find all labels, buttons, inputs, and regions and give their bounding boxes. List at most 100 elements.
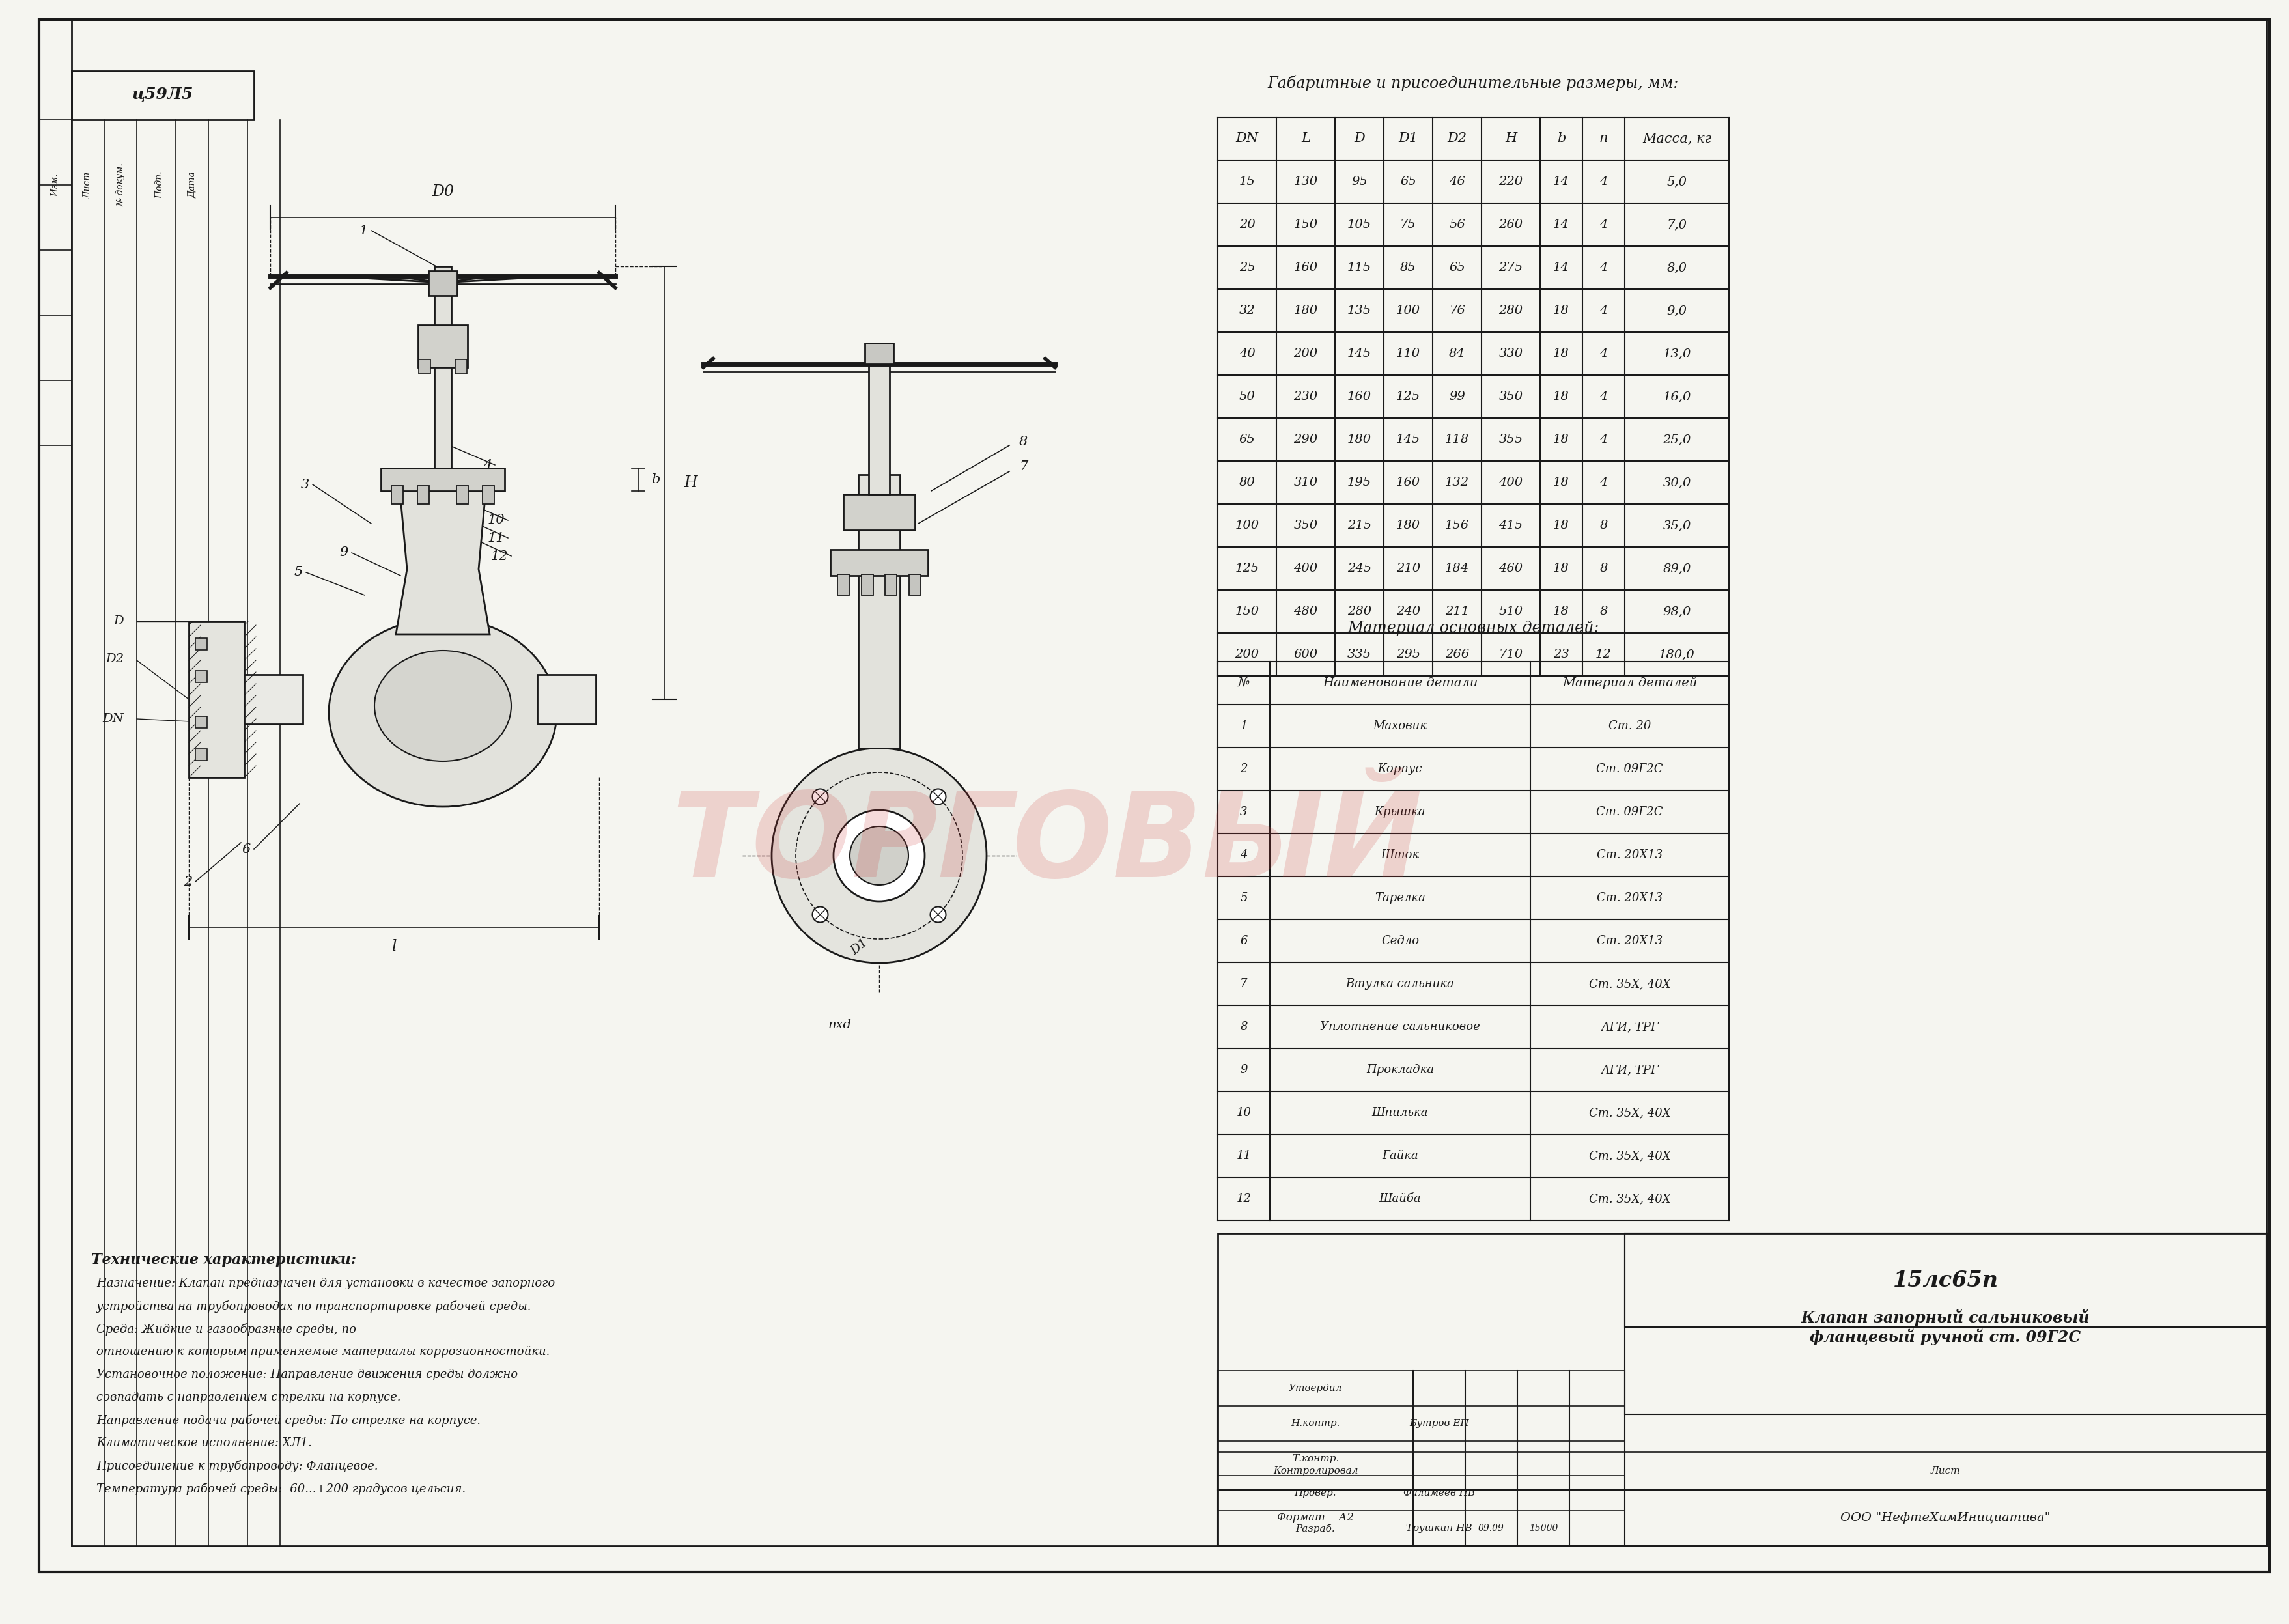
Text: b: b	[1557, 133, 1566, 145]
Text: 8: 8	[1600, 606, 1607, 617]
Text: 4: 4	[1241, 849, 1248, 861]
Text: 4: 4	[1600, 261, 1607, 273]
Bar	[419, 325, 467, 367]
Bar	[842, 494, 916, 529]
Text: 295: 295	[1396, 648, 1421, 661]
Text: 275: 275	[1499, 261, 1522, 273]
Text: 100: 100	[1236, 520, 1259, 531]
Text: Климатическое исполнение: ХЛ1.: Климатическое исполнение: ХЛ1.	[96, 1437, 311, 1449]
Circle shape	[929, 789, 945, 804]
Bar	[858, 474, 900, 749]
Text: 65: 65	[1401, 175, 1417, 187]
Text: Бутров ЕП: Бутров ЕП	[1410, 1419, 1470, 1427]
Text: D0: D0	[433, 184, 453, 200]
Text: Ст. 09Г2С: Ст. 09Г2С	[1595, 806, 1664, 818]
Text: L: L	[1300, 133, 1309, 145]
Text: 25: 25	[1238, 261, 1254, 273]
Text: Т.контр.: Т.контр.	[1291, 1453, 1339, 1463]
Text: 13,0: 13,0	[1662, 348, 1692, 359]
Text: D1: D1	[849, 937, 870, 957]
Bar	[861, 575, 874, 594]
Text: 415: 415	[1499, 520, 1522, 531]
Text: 11: 11	[488, 531, 504, 544]
Text: Ст. 35Х, 40Х: Ст. 35Х, 40Х	[1589, 1194, 1671, 1205]
Text: l: l	[391, 939, 396, 955]
Text: 125: 125	[1396, 391, 1421, 403]
Text: 9,0: 9,0	[1666, 305, 1687, 317]
Text: 4: 4	[1600, 434, 1607, 445]
Text: 220: 220	[1499, 175, 1522, 187]
Text: 211: 211	[1444, 606, 1470, 617]
Text: Ст. 20Х13: Ст. 20Х13	[1598, 892, 1662, 905]
Text: 105: 105	[1348, 219, 1371, 231]
Text: 260: 260	[1499, 219, 1522, 231]
Bar	[838, 575, 849, 594]
Text: 32: 32	[1238, 305, 1254, 317]
Bar	[456, 486, 469, 503]
Text: 23: 23	[1554, 648, 1570, 661]
Text: 56: 56	[1449, 219, 1465, 231]
Text: Лист: Лист	[1930, 1466, 1959, 1476]
Text: 8: 8	[1019, 435, 1028, 448]
Text: 115: 115	[1348, 261, 1371, 273]
Text: Утвердил: Утвердил	[1289, 1384, 1341, 1393]
Text: 145: 145	[1348, 348, 1371, 359]
Text: Контролировал: Контролировал	[1273, 1466, 1357, 1476]
Text: D2: D2	[1447, 133, 1467, 145]
Text: Масса, кг: Масса, кг	[1641, 133, 1712, 145]
Bar	[391, 486, 403, 503]
Text: Втулка сальника: Втулка сальника	[1346, 978, 1454, 989]
Bar	[1218, 1233, 2266, 1546]
Polygon shape	[394, 474, 492, 635]
Text: 98,0: 98,0	[1662, 606, 1692, 617]
Text: 290: 290	[1293, 434, 1318, 445]
Circle shape	[849, 827, 909, 885]
Text: Лист: Лист	[82, 172, 92, 198]
Text: Назначение: Клапан предназначен для установки в качестве запорного: Назначение: Клапан предназначен для уста…	[96, 1278, 554, 1289]
Text: 280: 280	[1499, 305, 1522, 317]
Text: 355: 355	[1499, 434, 1522, 445]
Text: 10: 10	[488, 515, 504, 526]
Text: 46: 46	[1449, 175, 1465, 187]
Text: Ст. 20Х13: Ст. 20Х13	[1598, 935, 1662, 947]
Text: 3: 3	[1241, 806, 1248, 818]
Text: 7: 7	[1019, 460, 1028, 473]
Text: 280: 280	[1348, 606, 1371, 617]
Text: 150: 150	[1293, 219, 1318, 231]
Text: 30,0: 30,0	[1662, 477, 1692, 489]
Text: АГИ, ТРГ: АГИ, ТРГ	[1600, 1021, 1660, 1033]
Text: 85: 85	[1401, 261, 1417, 273]
Text: 14: 14	[1554, 175, 1570, 187]
Text: 18: 18	[1554, 305, 1570, 317]
Text: DN: DN	[1236, 133, 1259, 145]
Text: 100: 100	[1396, 305, 1421, 317]
Text: D: D	[1355, 133, 1364, 145]
Text: 150: 150	[1236, 606, 1259, 617]
Text: 8: 8	[1600, 520, 1607, 531]
Text: 18: 18	[1554, 606, 1570, 617]
Text: 15000: 15000	[1529, 1523, 1559, 1533]
Text: 18: 18	[1554, 520, 1570, 531]
Text: 4: 4	[483, 458, 492, 471]
Circle shape	[929, 906, 945, 922]
Text: Габаритные и присоединительные размеры, мм:: Габаритные и присоединительные размеры, …	[1268, 75, 1678, 91]
Text: ТОРГОВЫЙ: ТОРГОВЫЙ	[671, 788, 1421, 901]
Text: Провер.: Провер.	[1293, 1489, 1337, 1497]
Text: Фалимеев НВ: Фалимеев НВ	[1403, 1489, 1474, 1497]
Text: 460: 460	[1499, 562, 1522, 575]
Text: 135: 135	[1348, 305, 1371, 317]
Text: Прокладка: Прокладка	[1367, 1064, 1433, 1075]
Text: Наименование детали: Наименование детали	[1323, 677, 1479, 689]
Ellipse shape	[330, 619, 556, 807]
Text: 76: 76	[1449, 305, 1465, 317]
Text: Шток: Шток	[1380, 849, 1419, 861]
Text: Материал основных деталей:: Материал основных деталей:	[1348, 620, 1600, 635]
Text: Технические характеристики:: Технические характеристики:	[92, 1252, 357, 1267]
Text: 25,0: 25,0	[1662, 434, 1692, 445]
Text: D1: D1	[1399, 133, 1417, 145]
Text: b: b	[650, 474, 659, 486]
Text: Клапан запорный сальниковый
фланцевый ручной ст. 09Г2С: Клапан запорный сальниковый фланцевый ру…	[1801, 1309, 2090, 1345]
Text: Разраб.: Разраб.	[1296, 1523, 1334, 1533]
Text: Маховик: Маховик	[1373, 719, 1426, 732]
Text: 50: 50	[1238, 391, 1254, 403]
